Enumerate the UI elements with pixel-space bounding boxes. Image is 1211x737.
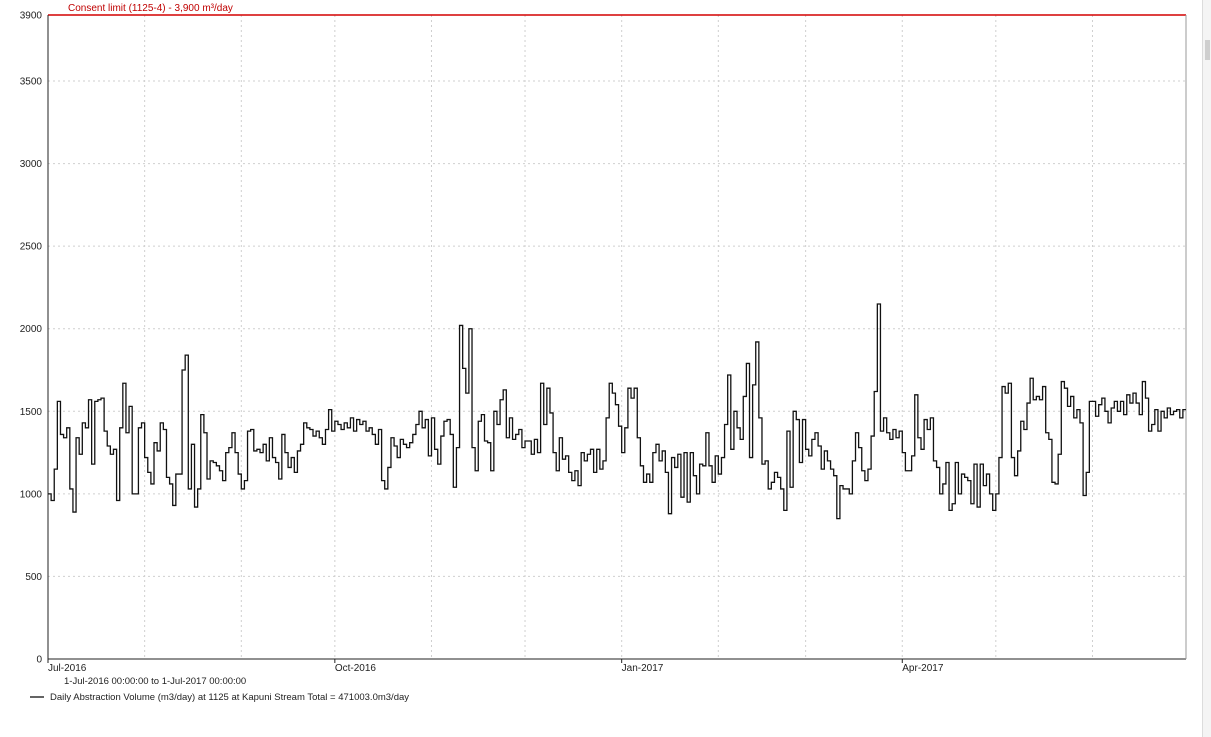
y-tick-label: 1000 bbox=[20, 489, 43, 500]
consent-limit-label: Consent limit (1125-4) - 3,900 m³/day bbox=[68, 3, 233, 14]
grid-layer bbox=[48, 15, 1186, 659]
period-range-text: 1-Jul-2016 00:00:00 to 1-Jul-2017 00:00:… bbox=[64, 676, 246, 687]
legend: Daily Abstraction Volume (m3/day) at 112… bbox=[30, 692, 409, 703]
legend-series-label: Daily Abstraction Volume (m3/day) at 112… bbox=[50, 692, 409, 703]
series-line-daily-abstraction bbox=[48, 303, 1186, 520]
y-tick-label: 2000 bbox=[20, 324, 43, 335]
y-tick-label: 1500 bbox=[20, 407, 43, 418]
x-tick-label: Apr-2017 bbox=[902, 663, 944, 674]
x-tick-label: Jul-2016 bbox=[48, 663, 87, 674]
series-layer bbox=[48, 303, 1186, 520]
scrollbar-thumb[interactable] bbox=[1205, 40, 1210, 60]
x-tick-label: Oct-2016 bbox=[335, 663, 377, 674]
y-tick-label: 3500 bbox=[20, 77, 43, 88]
vertical-scrollbar[interactable] bbox=[1202, 0, 1211, 737]
y-tick-label: 500 bbox=[25, 572, 42, 583]
x-tick-labels: Jul-2016 Oct-2016 Jan-2017 Apr-2017 bbox=[47, 659, 944, 674]
y-tick-label: 3000 bbox=[20, 159, 43, 170]
consent-limit-layer: Consent limit (1125-4) - 3,900 m³/day bbox=[48, 3, 1186, 16]
x-tick-label: Jan-2017 bbox=[622, 663, 664, 674]
y-tick-labels: 0 500 1000 1500 2000 2500 3000 3500 3900 bbox=[20, 11, 43, 666]
y-tick-label: 3900 bbox=[20, 11, 43, 22]
y-tick-label: 0 bbox=[36, 655, 42, 666]
y-tick-label: 2500 bbox=[20, 242, 43, 253]
axis-layer bbox=[47, 15, 1187, 660]
